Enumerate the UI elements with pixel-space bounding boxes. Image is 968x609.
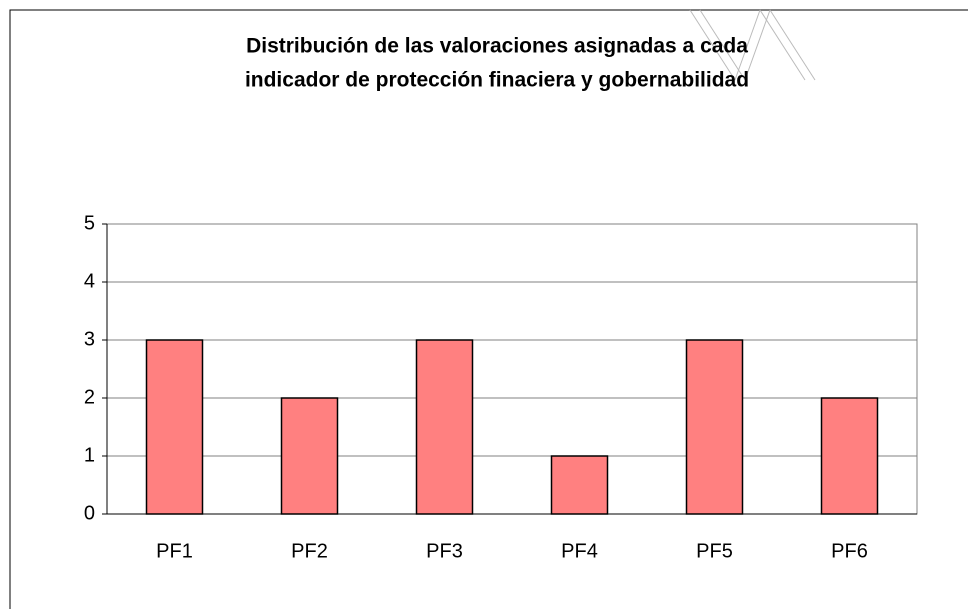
x-tick-label: PF1 xyxy=(156,540,193,562)
y-tick-label: 2 xyxy=(84,386,95,408)
x-tick-label: PF2 xyxy=(291,540,328,562)
bar xyxy=(280,397,339,515)
y-tick-label: 4 xyxy=(84,270,95,292)
y-tick-label: 0 xyxy=(84,502,95,524)
y-tick-label: 5 xyxy=(84,212,95,234)
bar xyxy=(550,455,609,515)
bar xyxy=(415,339,474,515)
x-tick-label: PF5 xyxy=(696,540,733,562)
chart-frame xyxy=(9,9,968,609)
bar xyxy=(145,339,204,515)
x-tick-label: PF4 xyxy=(561,540,598,562)
y-tick-label: 3 xyxy=(84,328,95,350)
chart-title: Distribución de las valoraciones asignad… xyxy=(246,35,748,58)
chart-title: indicador de protección finaciera y gobe… xyxy=(245,69,749,92)
bar xyxy=(685,339,744,515)
x-tick-label: PF6 xyxy=(831,540,868,562)
y-tick-label: 1 xyxy=(84,444,95,466)
x-tick-label: PF3 xyxy=(426,540,463,562)
bar xyxy=(820,397,879,515)
watermark xyxy=(689,9,816,81)
